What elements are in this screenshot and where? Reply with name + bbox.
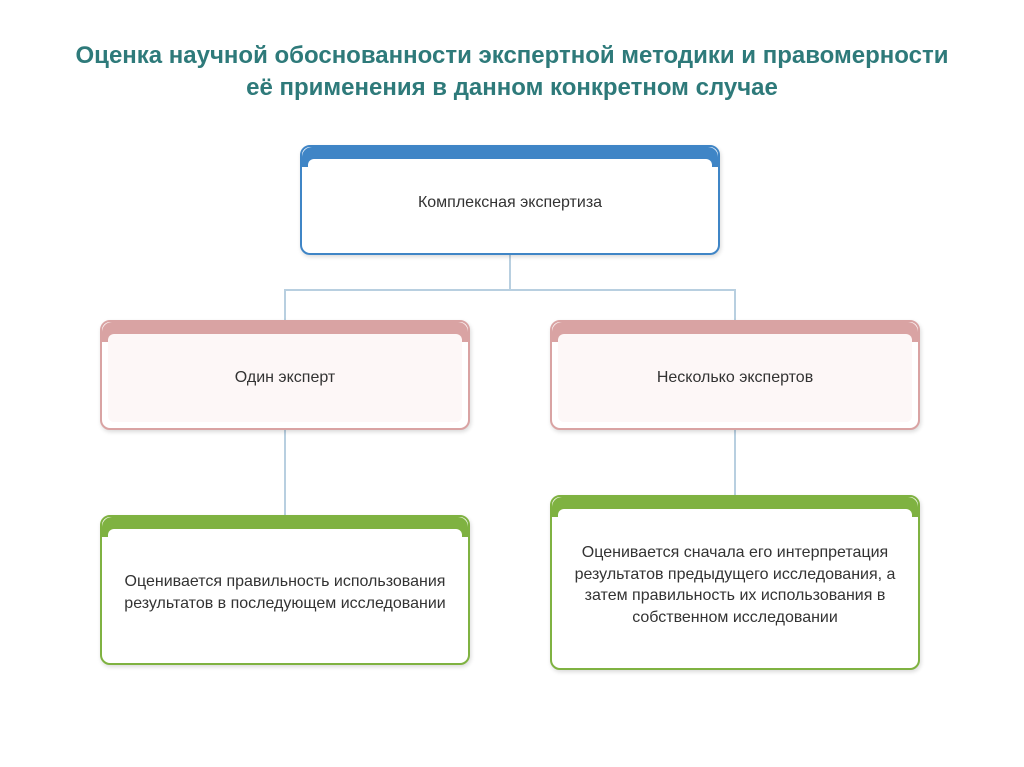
node-root: Комплексная экспертиза: [300, 145, 720, 255]
node-label: Несколько экспертов: [558, 334, 912, 422]
page-title: Оценка научной обоснованности экспертной…: [0, 0, 1024, 105]
node-left1: Один эксперт: [100, 320, 470, 430]
node-label: Оценивается правильность использования р…: [108, 529, 462, 657]
node-left2: Оценивается правильность использования р…: [100, 515, 470, 665]
hierarchy-diagram: Комплексная экспертиза Один эксперт Неск…: [0, 145, 1024, 745]
node-right1: Несколько экспертов: [550, 320, 920, 430]
node-label: Комплексная экспертиза: [308, 159, 712, 247]
node-label: Один эксперт: [108, 334, 462, 422]
node-label: Оценивается сначала его интерпретация ре…: [558, 509, 912, 662]
node-right2: Оценивается сначала его интерпретация ре…: [550, 495, 920, 670]
